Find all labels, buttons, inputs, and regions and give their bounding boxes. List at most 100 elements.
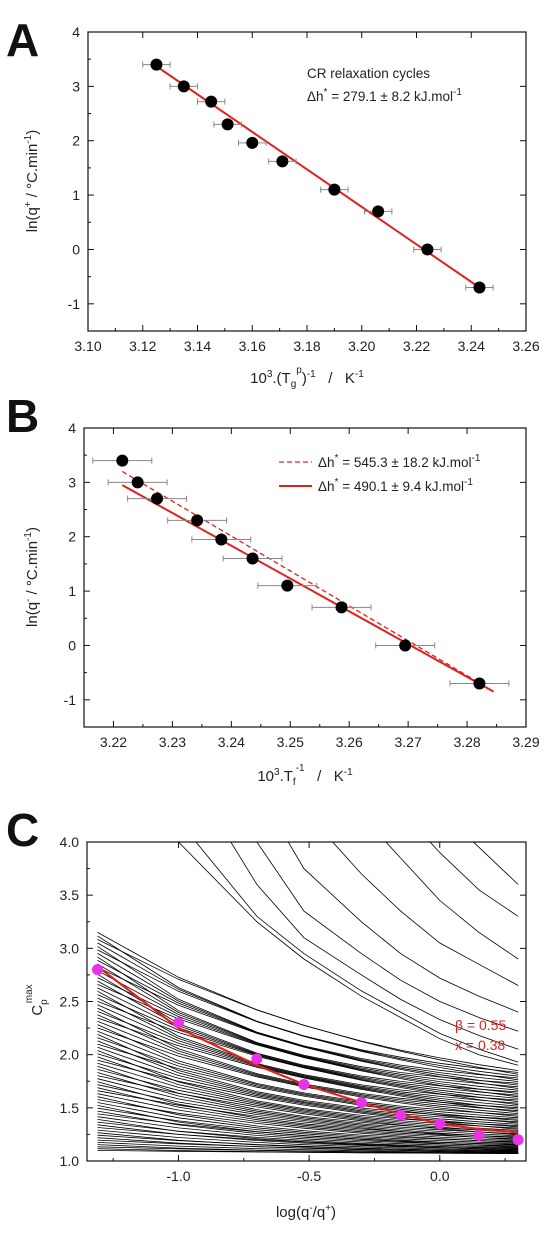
annotation-beta-c: β = 0.55 [455, 1017, 506, 1033]
simulated-curve [97, 1119, 519, 1149]
y-axis-label-a: ln(q+ / °C.min-1) [23, 130, 41, 232]
simulated-curve [97, 1050, 519, 1126]
simulated-curve [97, 990, 519, 1101]
x-tick-label: 3.18 [293, 338, 320, 354]
data-point [276, 155, 289, 168]
simulated-curves-c [97, 842, 519, 1154]
simulated-curve [97, 956, 519, 1084]
fit-line-dashed [121, 470, 489, 689]
x-axis-label-b: 103.Tf-1 / K-1 [257, 763, 353, 788]
simulated-curve-upper [385, 842, 519, 960]
data-point [246, 136, 259, 149]
y-tick-label: 2.5 [60, 994, 80, 1010]
simulated-curve [97, 1065, 519, 1132]
y-tick-label: 3.0 [60, 940, 80, 956]
x-axis-label-c: log(q-/q+) [276, 1203, 336, 1221]
simulated-curve [97, 1110, 519, 1147]
simulated-curve-upper [256, 842, 519, 1032]
data-point [246, 552, 259, 565]
simulated-curve [97, 980, 519, 1096]
simulated-curve [97, 977, 519, 1094]
data-point [177, 80, 190, 93]
simulated-curve-upper [472, 842, 519, 885]
simulated-curve [97, 1096, 519, 1143]
data-point [512, 1134, 524, 1146]
simulated-curve [97, 1040, 519, 1123]
x-tick-label: 3.26 [512, 338, 539, 354]
x-tick-label: -0.5 [297, 1168, 321, 1184]
y-tick-label: 1.0 [60, 1153, 80, 1169]
simulated-curve [97, 1081, 519, 1138]
fit-line-solid [121, 484, 495, 693]
x-tick-label: 3.12 [129, 338, 156, 354]
x-tick-label: 3.16 [239, 338, 266, 354]
simulated-curve [97, 946, 519, 1079]
x-tick-label: 0.0 [430, 1168, 450, 1184]
data-point [473, 677, 486, 690]
simulated-curve [97, 942, 519, 1077]
simulated-curve-upper [517, 842, 519, 843]
data-points-c [91, 964, 524, 1146]
x-tick-label: 3.29 [512, 734, 539, 750]
simulated-curve [97, 1116, 519, 1148]
data-point [215, 533, 228, 546]
data-point [298, 1078, 310, 1090]
simulated-curve [97, 966, 519, 1089]
y-tick-label: 3 [72, 78, 80, 94]
annotation-x-c: x = 0.38 [455, 1037, 505, 1053]
y-axis-label-b: ln(q- / °C.min-1) [23, 527, 41, 627]
simulated-curve [97, 935, 519, 1073]
data-point [335, 601, 348, 614]
y-axis-label-c: Cpmax [24, 984, 50, 1015]
simulated-curve [97, 1102, 519, 1144]
x-tick-label: 3.24 [218, 734, 245, 750]
y-tick-label: 1 [72, 187, 80, 203]
simulated-curve [97, 963, 519, 1088]
simulated-curve [97, 953, 519, 1082]
y-tick-label: 2 [68, 529, 76, 545]
x-tick-label: 3.22 [100, 734, 127, 750]
simulated-curve [97, 949, 519, 1081]
simulated-curve-upper [332, 842, 519, 986]
data-point [150, 58, 163, 71]
y-tick-label: 3.5 [60, 887, 80, 903]
axis-ticks-c: -1.0 -0.5 0.0 1.0 1.5 2.0 2.5 3.0 3.5 4.0 [60, 834, 526, 1184]
y-tick-label: 0 [68, 637, 76, 653]
y-tick-label: 1 [68, 583, 76, 599]
fit-lines-b [121, 470, 495, 693]
data-point [281, 579, 294, 592]
simulated-curve [97, 1137, 519, 1153]
data-point [151, 492, 164, 505]
y-tick-label: -1 [68, 296, 81, 312]
legend-label-solid: Δh* = 490.1 ± 9.4 kJ.mol-1 [318, 477, 473, 494]
data-point [372, 205, 385, 218]
simulated-curve-upper [287, 842, 519, 1013]
simulated-curve [97, 1059, 519, 1130]
data-point [172, 1017, 184, 1029]
x-tick-label: 3.24 [458, 338, 485, 354]
simulated-curve [97, 997, 519, 1104]
x-tick-label: 3.26 [336, 734, 363, 750]
panel-b: B 3.22 3.23 3.24 3.25 3.26 3.27 3.28 3.29-10123… [6, 390, 540, 788]
panel-a: A 3.10 3.12 3.14 3.16 3.18 3.20 3.22 3.24 3.26 -1… [6, 14, 540, 390]
x-tick-label: 3.28 [453, 734, 480, 750]
simulated-curve [97, 939, 519, 1075]
simulated-curve [97, 1072, 519, 1135]
simulated-curve [97, 1144, 519, 1154]
simulated-curve [97, 1014, 519, 1112]
simulated-curve [97, 970, 519, 1091]
x-tick-label: 3.14 [184, 338, 211, 354]
simulated-curve [97, 1132, 519, 1152]
y-tick-label: 0 [72, 241, 80, 257]
x-tick-label: 3.20 [348, 338, 375, 354]
data-point [221, 118, 234, 131]
simulated-curve [97, 1020, 519, 1114]
data-point [473, 281, 486, 294]
simulated-curve-upper [429, 842, 519, 917]
data-point [131, 476, 144, 489]
y-tick-label: 2 [72, 133, 80, 149]
simulated-curve [97, 994, 519, 1102]
legend-label-dashed: Δh* = 545.3 ± 18.2 kJ.mol-1 [318, 453, 481, 470]
simulated-curve [97, 1078, 519, 1137]
simulated-curve-upper [230, 842, 519, 1050]
